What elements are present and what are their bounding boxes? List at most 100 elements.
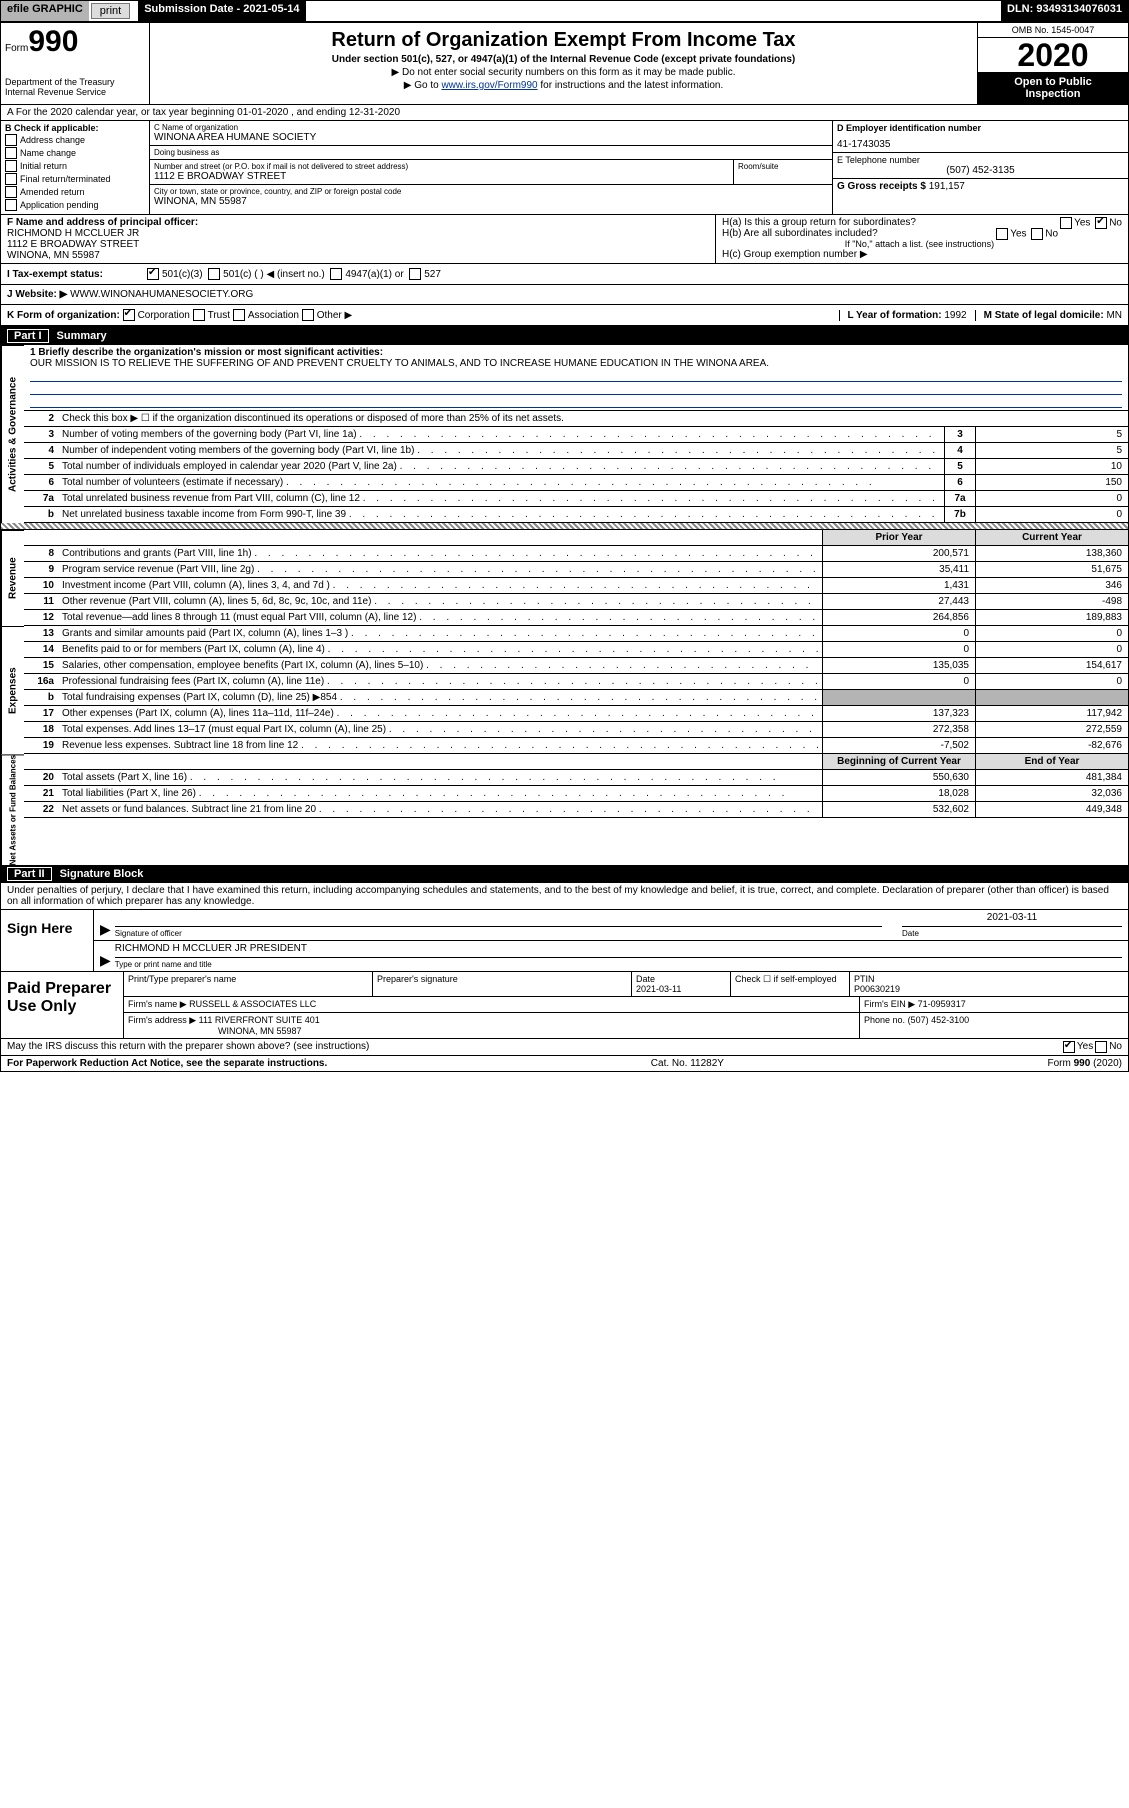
governance-line: 3Number of voting members of the governi…	[24, 427, 1128, 443]
discuss-yes-checkbox[interactable]	[1063, 1041, 1075, 1053]
applicable-checkbox[interactable]	[5, 160, 17, 172]
governance-line: 5Total number of individuals employed in…	[24, 459, 1128, 475]
line-number: 14	[24, 642, 58, 657]
expense-line: 16aProfessional fundraising fees (Part I…	[24, 674, 1128, 690]
ha-yes-label: Yes	[1074, 218, 1090, 229]
revenue-line: 12Total revenue—add lines 8 through 11 (…	[24, 610, 1128, 626]
line-value: 10	[975, 459, 1128, 474]
prior-year-value: 272,358	[822, 722, 975, 737]
hb-yes-checkbox[interactable]	[996, 228, 1008, 240]
end-year-value: 481,384	[975, 770, 1128, 785]
line-number: 15	[24, 658, 58, 673]
part2-title: Signature Block	[60, 868, 144, 880]
status-501c3-checkbox[interactable]	[147, 268, 159, 280]
firm-ein-value: 71-0959317	[918, 999, 966, 1009]
discuss-yes-label: Yes	[1077, 1041, 1093, 1053]
check-option: Initial return	[5, 160, 145, 172]
mission-rule-3	[30, 395, 1122, 408]
city-label: City or town, state or province, country…	[154, 187, 828, 196]
line-number: 3	[24, 427, 58, 442]
instructions-link[interactable]: www.irs.gov/Form990	[441, 80, 537, 91]
perjury-statement: Under penalties of perjury, I declare th…	[1, 883, 1128, 910]
orgform-assoc-checkbox[interactable]	[233, 309, 245, 321]
governance-line: 7aTotal unrelated business revenue from …	[24, 491, 1128, 507]
firm-name-row: Firm's name ▶ RUSSELL & ASSOCIATES LLC F…	[124, 997, 1128, 1013]
line-value: 0	[975, 507, 1128, 522]
officer-name-line: ▶ RICHMOND H MCCLUER JR PRESIDENT Type o…	[94, 941, 1128, 971]
expense-line: 18Total expenses. Add lines 13–17 (must …	[24, 722, 1128, 738]
current-year-value: 138,360	[975, 546, 1128, 561]
block-de: D Employer identification number 41-1743…	[833, 121, 1128, 214]
line-value: 150	[975, 475, 1128, 490]
begin-year-value: 18,028	[822, 786, 975, 801]
org-name: WINONA AREA HUMANE SOCIETY	[154, 132, 828, 143]
applicable-checkbox[interactable]	[5, 134, 17, 146]
current-year-value: 154,617	[975, 658, 1128, 673]
check-option: Final return/terminated	[5, 173, 145, 185]
line-desc: Other expenses (Part IX, column (A), lin…	[58, 706, 822, 721]
applicable-checkbox[interactable]	[5, 199, 17, 211]
tax-status-label: I Tax-exempt status:	[7, 269, 147, 280]
cat-number: Cat. No. 11282Y	[651, 1058, 724, 1069]
sig-date-label: Date	[902, 926, 1122, 938]
line-desc: Net assets or fund balances. Subtract li…	[58, 802, 822, 817]
line-number: 18	[24, 722, 58, 737]
hb-yes-label: Yes	[1010, 229, 1026, 240]
line-number: 13	[24, 626, 58, 641]
ha-no-checkbox[interactable]	[1095, 217, 1107, 229]
prior-year-value: 35,411	[822, 562, 975, 577]
print-button[interactable]: print	[91, 3, 130, 19]
inspect-line1: Open to Public	[980, 76, 1126, 88]
line-number: 4	[24, 443, 58, 458]
line-box: 3	[944, 427, 975, 442]
blank	[24, 530, 58, 545]
officer-signature-line: ▶ Signature of officer 2021-03-11 Date	[94, 910, 1128, 941]
firm-name-label: Firm's name ▶	[128, 999, 187, 1009]
part2-label: Part II	[7, 867, 52, 881]
applicable-label: Address change	[20, 135, 85, 145]
city-row: City or town, state or province, country…	[150, 185, 832, 209]
orgform-trust-checkbox[interactable]	[193, 309, 205, 321]
status-527-checkbox[interactable]	[409, 268, 421, 280]
phone-value: (507) 452-3135	[837, 165, 1124, 176]
form-version: Form 990 (2020)	[1048, 1058, 1122, 1069]
tax-year: 2020	[978, 38, 1128, 72]
orgform-other-checkbox[interactable]	[302, 309, 314, 321]
status-501c-checkbox[interactable]	[208, 268, 220, 280]
line-number: 22	[24, 802, 58, 817]
firm-ein-label: Firm's EIN ▶	[864, 999, 915, 1009]
firm-phone-label: Phone no.	[864, 1015, 905, 1025]
hb-no-checkbox[interactable]	[1031, 228, 1043, 240]
applicable-label: Application pending	[20, 200, 99, 210]
line-number: 20	[24, 770, 58, 785]
orgform-other-label: Other ▶	[317, 310, 352, 321]
sig-officer-label: Signature of officer	[115, 926, 882, 938]
form-header: Form990 Department of the Treasury Inter…	[1, 23, 1128, 105]
row-j-website: J Website: ▶ WWW.WINONAHUMANESOCIETY.ORG	[1, 285, 1128, 305]
status-4947-checkbox[interactable]	[330, 268, 342, 280]
expense-line: 13Grants and similar amounts paid (Part …	[24, 626, 1128, 642]
irs-discuss-label: May the IRS discuss this return with the…	[7, 1041, 369, 1053]
line-desc: Investment income (Part VIII, column (A)…	[58, 578, 822, 593]
expense-line: bTotal fundraising expenses (Part IX, co…	[24, 690, 1128, 706]
ha-yes-checkbox[interactable]	[1060, 217, 1072, 229]
street-label: Number and street (or P.O. box if mail i…	[154, 162, 729, 171]
bocy-header: Beginning of Current Year	[822, 754, 975, 769]
officer-addr1: 1112 E BROADWAY STREET	[7, 239, 709, 250]
revenue-section: Revenue Prior Year Current Year 8Contrib…	[1, 530, 1128, 626]
org-name-label: C Name of organization	[154, 123, 828, 132]
applicable-checkbox[interactable]	[5, 186, 17, 198]
prior-year-value	[822, 690, 975, 705]
applicable-checkbox[interactable]	[5, 147, 17, 159]
line-number: 21	[24, 786, 58, 801]
discuss-no-checkbox[interactable]	[1095, 1041, 1107, 1053]
dln-label: DLN: 93493134076031	[1001, 1, 1128, 21]
revenue-header-row: Prior Year Current Year	[24, 530, 1128, 546]
dept-irs: Internal Revenue Service	[5, 87, 145, 97]
firm-phone-value: (507) 452-3100	[908, 1015, 970, 1025]
prior-year-value: 135,035	[822, 658, 975, 673]
applicable-checkbox[interactable]	[5, 173, 17, 185]
prior-year-value: -7,502	[822, 738, 975, 753]
orgform-corp-checkbox[interactable]	[123, 309, 135, 321]
revenue-line: 11Other revenue (Part VIII, column (A), …	[24, 594, 1128, 610]
